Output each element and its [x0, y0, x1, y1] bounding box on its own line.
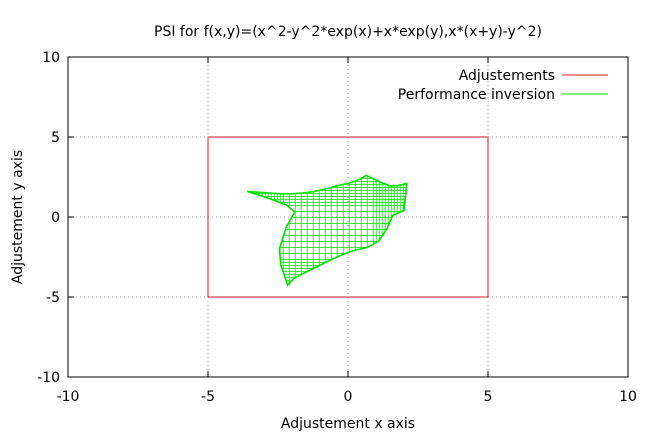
- ticks: -10 -5 0 5 10 -10 -5 0 5 10: [37, 50, 637, 405]
- y-tick-label: 0: [51, 210, 60, 226]
- x-tick-label: 0: [344, 389, 353, 405]
- y-tick-label: -10: [37, 370, 60, 386]
- legend-label-adjustements: Adjustements: [459, 68, 555, 84]
- y-axis-label: Adjustement y axis: [10, 150, 26, 284]
- x-tick-label: -10: [57, 389, 80, 405]
- x-tick-label: 5: [484, 389, 493, 405]
- legend: Adjustements Performance inversion: [398, 68, 608, 103]
- chart-title: PSI for f(x,y)=(x^2-y^2*exp(x)+x*exp(y),…: [154, 24, 542, 40]
- y-tick-label: 5: [51, 130, 60, 146]
- x-tick-label: 10: [619, 389, 637, 405]
- series-adjustements-rectangle: [207, 136, 489, 298]
- y-tick-label: 10: [42, 50, 60, 66]
- x-axis-label: Adjustement x axis: [281, 416, 415, 432]
- series-performance-inversion-outline: [246, 174, 408, 287]
- x-tick-label: -5: [201, 389, 215, 405]
- y-tick-label: -5: [46, 290, 60, 306]
- series-performance-inversion-mesh: [247, 175, 407, 285]
- legend-label-performance-inversion: Performance inversion: [398, 87, 555, 103]
